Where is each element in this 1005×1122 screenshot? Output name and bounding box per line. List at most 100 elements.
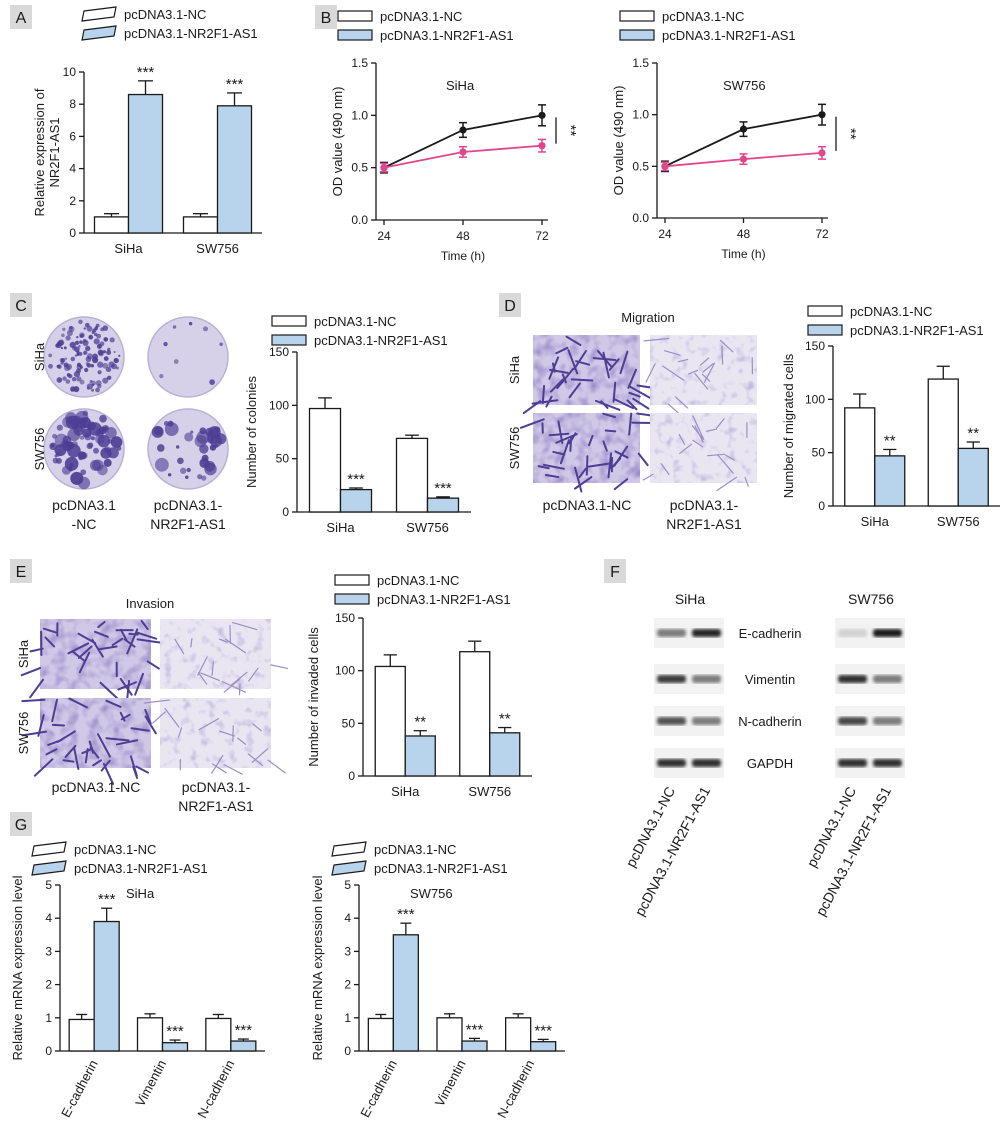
panel-title: Migration [621,310,674,325]
cell-stroke [77,645,93,659]
x-tick-label: 72 [815,227,829,241]
y-tick-label: 8 [69,97,76,111]
cell-stroke [699,357,710,366]
panel-g: pcDNA3.1-NC pcDNA3.1-NR2F1-AS1 pcDNA3.1-NC… [31,841,508,876]
colony [207,436,214,444]
bar-oe-n-cadherin [530,1041,557,1052]
column-label: pcDNA3.1-NC [52,779,141,795]
cell-stroke [89,746,100,759]
colony [54,433,69,447]
cell-stroke [251,748,269,763]
chart-a: 0 2 4 6 8 10 Relative expression of NR2F1-AS1 **… [32,64,262,256]
cell-stroke [692,439,704,448]
colony [48,363,53,369]
y-tick-label: 1 [45,1011,52,1025]
y-axis-label: Number of invaded cells [306,627,321,767]
cell-stroke [627,368,638,389]
colony [61,333,65,338]
row-label: SiHa [507,355,522,384]
y-tick-label: 4 [69,162,76,176]
x-tick-label: E-cadherin [58,1057,101,1120]
cell-stroke [604,429,617,433]
colony [93,356,96,359]
colony [90,436,95,441]
colony [95,380,102,386]
x-axis-label: Time (h) [721,247,765,261]
cell-stroke [705,428,718,432]
blot-band [838,759,867,767]
y-tick-label: 1.0 [632,108,649,122]
y-tick-label: 0 [348,769,355,783]
chart-c: 0 50 100 150 Number of colonies *** SiHa *** SW7… [244,345,471,535]
colony [79,340,83,344]
cell-stroke [248,667,259,682]
colony [180,467,187,474]
cell-stroke [575,360,591,366]
colony [80,469,87,476]
colony [109,337,115,343]
colony [82,410,88,416]
image-invasion-sw756-oe [143,698,286,775]
legend-label: pcDNA3.1-NR2F1-AS1 [314,333,448,348]
cell-stroke [67,642,90,655]
blot-band [692,717,721,725]
colony [111,363,117,370]
colony [49,442,57,451]
data-point [459,148,467,156]
legend-swatch [331,860,367,876]
legend-swatch [81,6,117,22]
bar-oe-siha [874,455,906,507]
cell-stroke [678,433,686,445]
colony [66,329,73,337]
y-tick-label: 5 [344,878,351,892]
cell-stroke [596,350,613,369]
cell-stroke [694,425,704,443]
legend-swatch [31,860,67,876]
cell-stroke [221,681,246,693]
significance-mark: *** [434,480,452,497]
x-tick-label: 24 [658,227,672,241]
colony [85,345,91,352]
y-tick-label: 0.0 [632,211,649,225]
cell-stroke [559,439,570,465]
column-label: pcDNA3.1- [154,497,223,513]
cell-stroke [544,474,560,479]
x-tick-label: SiHa [861,514,890,529]
cell-stroke [21,730,48,737]
image-migration-siha-nc [522,335,663,415]
cell-stroke [219,730,236,737]
blot-band [873,717,902,725]
cell-stroke [643,337,670,342]
significance-mark: *** [397,906,415,923]
blot-band [873,675,902,683]
y-tick-label: 2 [344,978,351,992]
significance-mark: *** [98,891,116,908]
panel-c: SiHaSW756pcDNA3.1-NCpcDNA3.1-NR2F1-AS1pc… [32,314,448,532]
blot-band [838,717,867,725]
y-tick-label: 50 [276,452,290,466]
colony [78,319,83,325]
cell-stroke [607,452,613,479]
colony [91,356,99,364]
chart-title: SiHa [126,886,155,901]
colony [96,333,102,339]
row-label: SiHa [32,342,47,371]
cell-stroke [645,363,656,383]
bar-oe-sw756 [489,732,521,777]
cell-stroke [211,661,214,676]
cell-stroke [613,398,635,410]
cell-stroke [677,358,689,363]
colony [62,327,66,331]
y-tick-label: 0 [282,505,289,519]
chart-title: SiHa [446,78,475,93]
colony [173,359,179,364]
colony [199,458,210,469]
blot-band [657,759,686,767]
cell-stroke [628,385,651,399]
colony [83,350,88,355]
cell-stroke [610,457,622,470]
cell-stroke [663,350,681,356]
data-point [661,162,669,170]
